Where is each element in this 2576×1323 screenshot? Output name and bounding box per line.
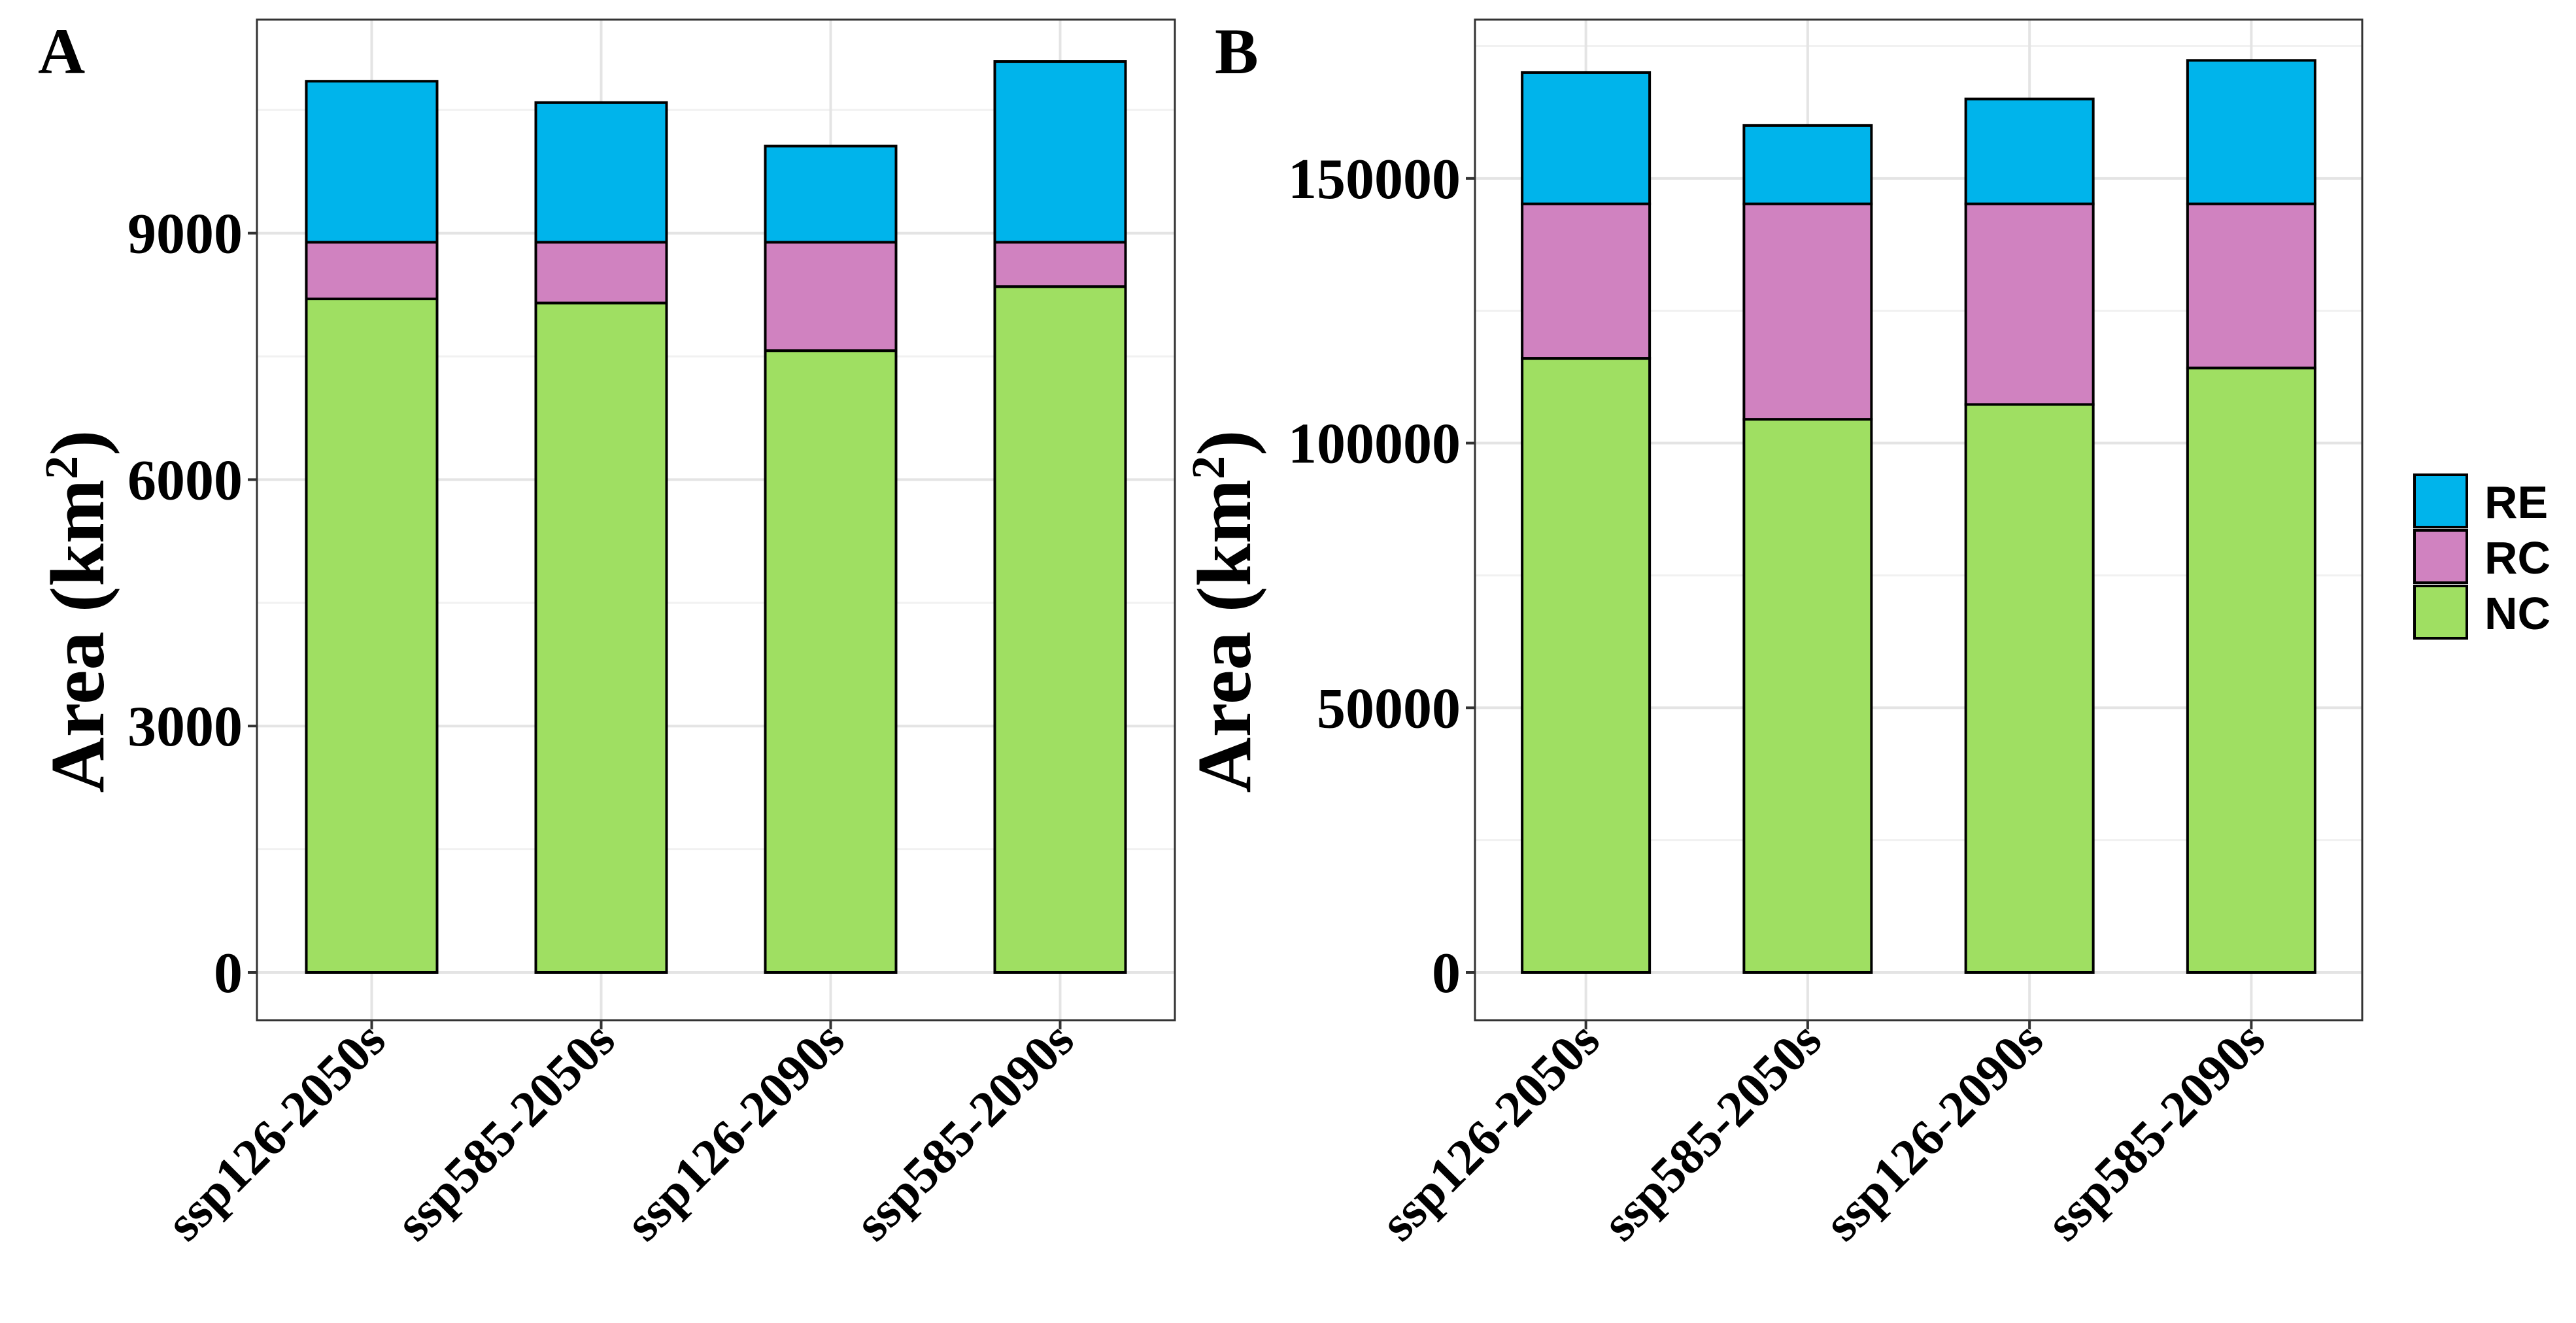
bar-nc-ssp585-2050s	[534, 301, 668, 974]
bar-rc-ssp126-2090s	[764, 241, 898, 352]
bar-nc-ssp126-2090s	[1964, 403, 2095, 974]
legend-key-rc	[2413, 529, 2468, 584]
y-tick-label: 9000	[127, 203, 243, 266]
legend-label-rc: RC	[2484, 532, 2551, 583]
y-tick-label: 6000	[127, 449, 243, 512]
bar-rc-ssp585-2050s	[534, 241, 668, 305]
y-tick-label: 3000	[127, 695, 243, 759]
bar-rc-ssp585-2050s	[1742, 202, 1873, 421]
bar-rc-ssp126-2050s	[1521, 202, 1652, 360]
y-tick-label: 100000	[1288, 413, 1461, 476]
panel-b-frame	[1474, 18, 2364, 1022]
bar-nc-ssp126-2050s	[305, 298, 439, 974]
bar-re-ssp585-2090s	[993, 60, 1127, 244]
bar-rc-ssp585-2090s	[993, 241, 1127, 288]
bar-re-ssp585-2050s	[534, 101, 668, 244]
bar-nc-ssp585-2090s	[2186, 366, 2316, 974]
bar-re-ssp126-2090s	[1964, 97, 2095, 205]
panel-b-label: B	[1215, 15, 1259, 88]
bar-nc-ssp585-2050s	[1742, 418, 1873, 974]
panel-a-label: A	[38, 15, 85, 88]
panel-a-y-axis-title: Area (km2)	[35, 430, 120, 793]
bar-nc-ssp126-2090s	[764, 349, 898, 974]
y-tick-label: 150000	[1288, 148, 1461, 211]
bar-rc-ssp126-2090s	[1964, 202, 2095, 406]
y-tick-label: 0	[214, 942, 243, 1005]
bar-re-ssp126-2090s	[764, 145, 898, 244]
bar-rc-ssp126-2050s	[305, 241, 439, 301]
legend-key-re	[2413, 473, 2468, 528]
legend-key-nc	[2413, 585, 2468, 640]
bar-re-ssp126-2050s	[305, 80, 439, 244]
bar-re-ssp126-2050s	[1521, 71, 1652, 205]
panel-b-y-axis-title: Area (km2)	[1181, 430, 1267, 793]
y-tick-label: 0	[1432, 942, 1461, 1005]
bar-rc-ssp585-2090s	[2186, 202, 2316, 369]
bar-nc-ssp126-2050s	[1521, 357, 1652, 974]
y-tick-label: 50000	[1317, 677, 1461, 740]
legend-label-re: RE	[2484, 477, 2548, 528]
legend: RE RC NC	[2413, 473, 2551, 640]
panel-a-frame	[256, 18, 1176, 1022]
bar-re-ssp585-2090s	[2186, 59, 2316, 205]
bar-nc-ssp585-2090s	[993, 285, 1127, 974]
bar-re-ssp585-2050s	[1742, 124, 1873, 205]
legend-label-nc: NC	[2484, 588, 2551, 639]
